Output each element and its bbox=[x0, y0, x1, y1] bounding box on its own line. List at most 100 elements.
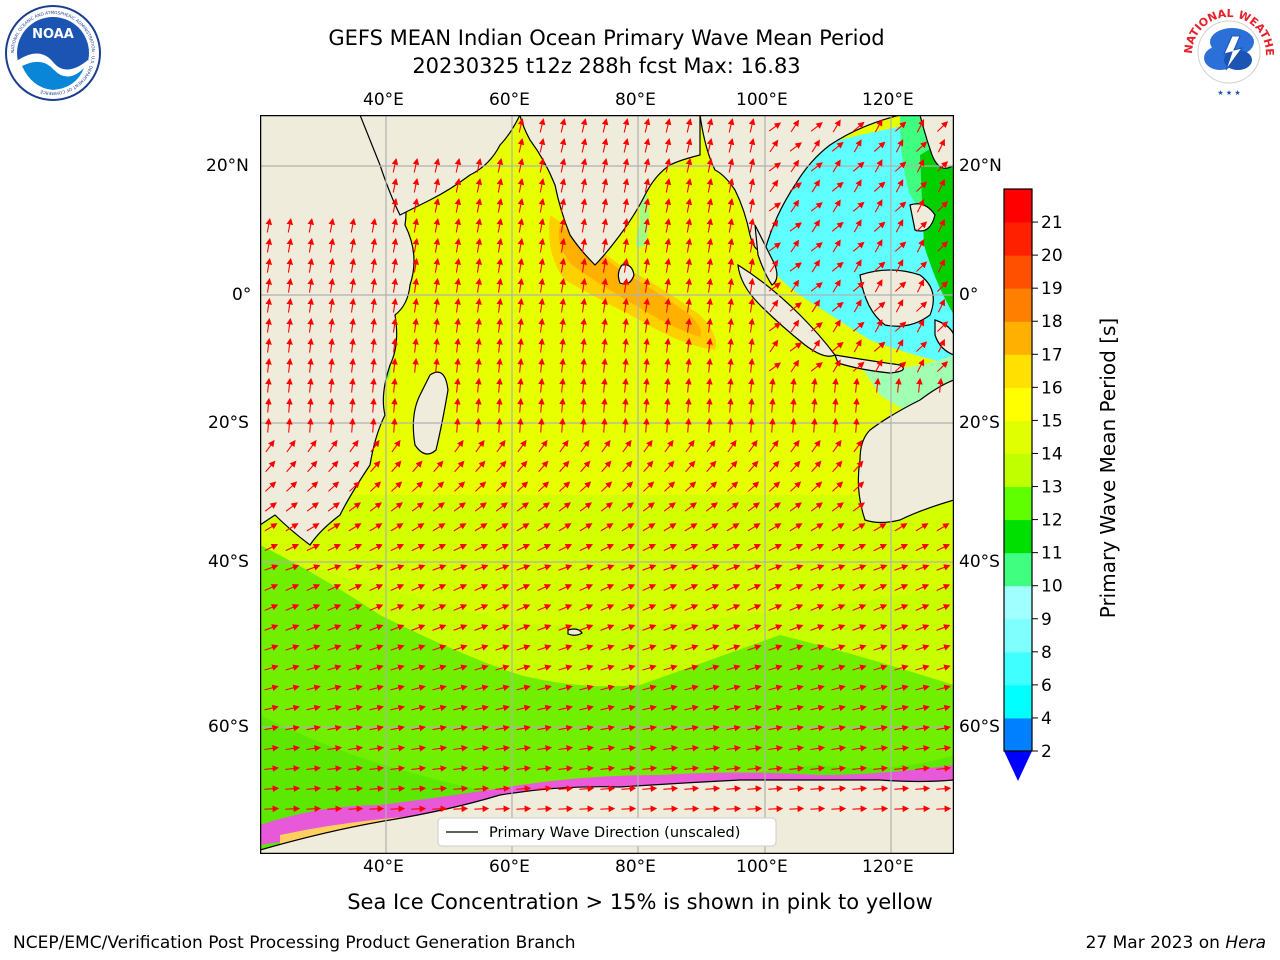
wave-arrow bbox=[915, 704, 930, 712]
wave-arrow bbox=[768, 282, 782, 292]
wave-arrow bbox=[285, 644, 300, 651]
wave-arrow bbox=[369, 644, 384, 651]
wave-arrow bbox=[558, 684, 573, 692]
wave-arrow bbox=[685, 337, 692, 353]
wave-arrow bbox=[874, 377, 881, 393]
wave-arrow bbox=[748, 317, 755, 333]
wave-arrow bbox=[285, 805, 301, 813]
wave-arrow bbox=[369, 805, 385, 813]
wave-arrow bbox=[853, 460, 864, 473]
wave-arrow bbox=[873, 684, 888, 692]
wave-arrow bbox=[915, 523, 929, 532]
wave-arrow bbox=[685, 178, 693, 193]
wave-arrow bbox=[727, 198, 735, 213]
wave-arrow bbox=[286, 257, 294, 273]
wave-arrow bbox=[873, 341, 886, 352]
wave-arrow bbox=[852, 241, 865, 252]
wave-arrow bbox=[369, 584, 384, 592]
wave-arrow bbox=[790, 460, 801, 473]
wave-arrow bbox=[831, 301, 844, 312]
wave-arrow bbox=[642, 805, 658, 813]
wave-arrow bbox=[811, 299, 820, 313]
wave-arrow bbox=[726, 624, 741, 631]
wave-arrow bbox=[937, 298, 945, 313]
wave-arrow bbox=[684, 564, 699, 571]
wave-arrow bbox=[601, 118, 609, 133]
wave-arrow bbox=[748, 257, 756, 273]
wave-arrow bbox=[937, 361, 949, 372]
wave-arrow bbox=[286, 337, 293, 353]
wave-arrow bbox=[621, 664, 636, 671]
colorbar-tick-label: 8 bbox=[1041, 643, 1052, 663]
wave-arrow bbox=[706, 481, 718, 492]
wave-arrow bbox=[328, 481, 340, 492]
wave-arrow bbox=[537, 765, 553, 772]
wave-arrow bbox=[937, 258, 945, 273]
colorbar-tick-label: 13 bbox=[1041, 478, 1063, 498]
wave-arrow bbox=[579, 584, 594, 592]
wave-arrow bbox=[370, 237, 378, 253]
wave-arrow bbox=[265, 377, 272, 393]
wave-arrow bbox=[412, 237, 420, 253]
wave-arrow bbox=[705, 523, 719, 532]
wave-arrow bbox=[621, 805, 637, 813]
wave-arrow bbox=[412, 357, 419, 373]
wave-arrow bbox=[621, 502, 634, 512]
wave-arrow bbox=[558, 805, 574, 813]
wave-arrow bbox=[915, 644, 930, 651]
sea-ice-note: Sea Ice Concentration > 15% is shown in … bbox=[0, 890, 1280, 914]
wave-arrow bbox=[747, 644, 762, 651]
wave-arrow bbox=[516, 704, 531, 712]
wave-arrow bbox=[370, 481, 382, 492]
lon-tick-top: 40°E bbox=[363, 90, 404, 110]
wave-arrow bbox=[642, 704, 657, 712]
colorbar-swatch bbox=[1004, 354, 1032, 388]
wave-arrow bbox=[558, 704, 573, 712]
wave-arrow bbox=[768, 362, 782, 372]
wave-arrow bbox=[453, 785, 469, 792]
wave-arrow bbox=[601, 218, 609, 233]
wave-arrow bbox=[475, 257, 483, 273]
wave-arrow bbox=[349, 357, 356, 373]
wave-arrow bbox=[873, 624, 888, 631]
wave-arrow bbox=[412, 317, 419, 333]
wave-arrow bbox=[600, 664, 615, 671]
wave-arrow bbox=[768, 604, 783, 611]
wave-arrow bbox=[264, 502, 277, 512]
wave-arrow bbox=[453, 724, 468, 732]
wave-arrow bbox=[328, 297, 335, 313]
wave-arrow bbox=[789, 765, 805, 772]
wave-arrow bbox=[642, 604, 657, 611]
wave-arrow bbox=[894, 321, 907, 332]
wave-arrow bbox=[768, 664, 783, 671]
wave-arrow bbox=[538, 317, 545, 333]
wave-arrow bbox=[558, 745, 574, 752]
wave-arrow bbox=[411, 523, 425, 532]
wave-arrow bbox=[474, 724, 489, 732]
wave-arrow bbox=[327, 745, 343, 752]
wave-arrow bbox=[390, 785, 406, 792]
wave-arrow bbox=[369, 765, 385, 772]
wave-arrow bbox=[538, 218, 546, 233]
wave-arrow bbox=[726, 805, 742, 813]
wave-arrow bbox=[789, 704, 804, 712]
wave-arrow bbox=[622, 337, 629, 353]
wave-arrow bbox=[769, 339, 779, 353]
wave-arrow bbox=[663, 724, 678, 732]
wave-arrow bbox=[516, 544, 531, 552]
wave-arrow bbox=[559, 138, 567, 153]
wave-arrow bbox=[936, 704, 951, 712]
wave-arrow bbox=[264, 564, 279, 571]
wave-arrow bbox=[768, 523, 782, 532]
wave-arrow bbox=[517, 397, 524, 413]
wave-arrow bbox=[937, 377, 944, 393]
wave-arrow bbox=[538, 257, 546, 273]
wave-arrow bbox=[369, 502, 382, 512]
colorbar-swatch bbox=[1004, 717, 1032, 752]
wave-arrow bbox=[474, 523, 488, 532]
wave-arrow bbox=[936, 584, 951, 592]
wave-arrow bbox=[432, 745, 448, 752]
wave-arrow bbox=[705, 745, 721, 752]
wave-arrow bbox=[286, 417, 293, 433]
wave-arrow bbox=[517, 337, 524, 353]
